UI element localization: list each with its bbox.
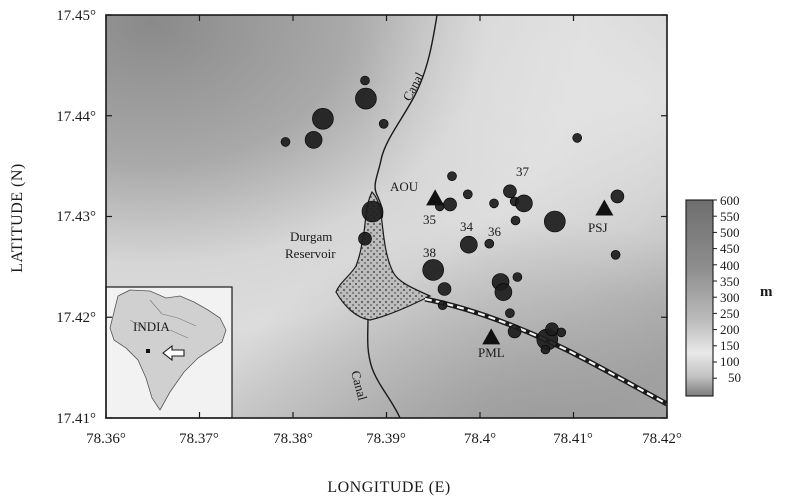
x-tick-label: 78.41° <box>553 431 593 447</box>
event-circle <box>422 259 445 281</box>
event-circle <box>304 131 323 149</box>
event-circle <box>360 75 370 86</box>
event-circle <box>361 200 384 223</box>
canal-line-south <box>366 317 401 418</box>
event-circle <box>437 300 448 311</box>
colorbar-ticks <box>713 199 717 379</box>
colorbar-tick: 50 <box>728 370 741 385</box>
x-tick-label: 78.38° <box>273 431 313 447</box>
station-triangle-icon <box>482 328 501 345</box>
road-line-inner <box>424 297 667 405</box>
colorbar-tick: 500 <box>720 225 740 240</box>
station-label-psj: PSJ <box>588 220 608 235</box>
inset-india-label: INDIA <box>133 319 170 334</box>
inset-arrow-icon <box>162 344 185 362</box>
india-inset-map: INDIA <box>105 286 233 419</box>
y-tick-label: 17.42° <box>56 310 96 326</box>
earthquake-events <box>280 75 625 355</box>
event-circle <box>489 198 499 209</box>
event-circle <box>543 210 566 233</box>
event-circle <box>610 250 621 260</box>
event-circle <box>507 324 522 339</box>
event-circle <box>494 283 513 301</box>
colorbar-tick: 300 <box>720 290 740 305</box>
colorbar-tick: 100 <box>720 354 740 369</box>
event-circle <box>437 282 452 296</box>
x-tick-labels: 78.36° 78.37° 78.38° 78.39° 78.4° 78.41°… <box>86 431 682 447</box>
event-circle <box>378 119 389 129</box>
event-circle <box>510 215 521 226</box>
x-axis-title: LONGITUDE (E) <box>327 479 450 496</box>
event-circle <box>556 327 567 338</box>
inset-location-marker <box>146 349 150 353</box>
colorbar-tick: 200 <box>720 322 740 337</box>
event-circle <box>484 238 495 249</box>
y-tick-label: 17.43° <box>56 209 96 225</box>
event-circle <box>512 272 523 282</box>
event-circle <box>355 87 377 110</box>
y-tick-label: 17.41° <box>56 411 96 427</box>
station-label-pml: PML <box>478 345 505 360</box>
y-tick-label: 17.45° <box>56 8 96 24</box>
y-tick-label: 17.44° <box>56 109 96 125</box>
event-label-37: 37 <box>516 164 530 179</box>
x-tick-label: 78.37° <box>179 431 219 447</box>
x-tick-label: 78.4° <box>464 431 496 447</box>
colorbar-tick: 400 <box>720 258 740 273</box>
event-circle <box>462 189 473 200</box>
y-tick-labels: 17.45° 17.44° 17.43° 17.42° 17.41° <box>56 8 96 427</box>
colorbar-tick: 600 <box>720 193 740 208</box>
event-circle <box>447 171 457 181</box>
x-tick-label: 78.39° <box>366 431 406 447</box>
event-circle <box>280 137 291 147</box>
event-label-35: 35 <box>423 212 436 227</box>
y-axis-title: LATITUDE (N) <box>9 163 26 273</box>
event-circle <box>312 108 334 130</box>
colorbar-tick: 550 <box>720 209 740 224</box>
inset-borders <box>129 299 197 339</box>
seismic-stations <box>426 189 614 345</box>
colorbar-unit: m <box>760 284 773 300</box>
event-circle <box>515 194 533 213</box>
event-circle <box>545 322 559 337</box>
colorbar-gradient <box>685 199 714 397</box>
x-tick-label: 78.36° <box>86 431 126 447</box>
colorbar-tick: 150 <box>720 338 740 353</box>
event-circle <box>358 231 372 246</box>
event-circle <box>459 235 478 254</box>
station-triangle-icon <box>595 199 614 216</box>
event-label-34: 34 <box>460 219 474 234</box>
event-label-36: 36 <box>488 224 502 239</box>
elevation-background <box>106 15 667 418</box>
colorbar-tick: 250 <box>720 306 740 321</box>
event-circle <box>443 197 457 212</box>
reservoir-label-line1: Durgam <box>290 229 332 244</box>
event-circle <box>540 344 551 355</box>
axis-ticks <box>105 14 668 419</box>
colorbar-tick: 350 <box>720 274 740 289</box>
reservoir-label-line2: Reservoir <box>285 246 336 261</box>
canal-line <box>374 15 438 219</box>
event-circle <box>610 189 625 204</box>
station-label-aou: AOU <box>390 179 419 194</box>
event-circle <box>572 133 583 143</box>
x-tick-label: 78.42° <box>642 431 682 447</box>
colorbar-tick: 450 <box>720 241 740 256</box>
event-label-38: 38 <box>423 245 436 260</box>
station-triangle-icon <box>426 189 445 206</box>
event-circle <box>505 308 515 319</box>
event-circle <box>503 184 517 199</box>
elevation-colorbar: 600 550 500 450 400 350 300 250 200 150 … <box>685 193 773 397</box>
